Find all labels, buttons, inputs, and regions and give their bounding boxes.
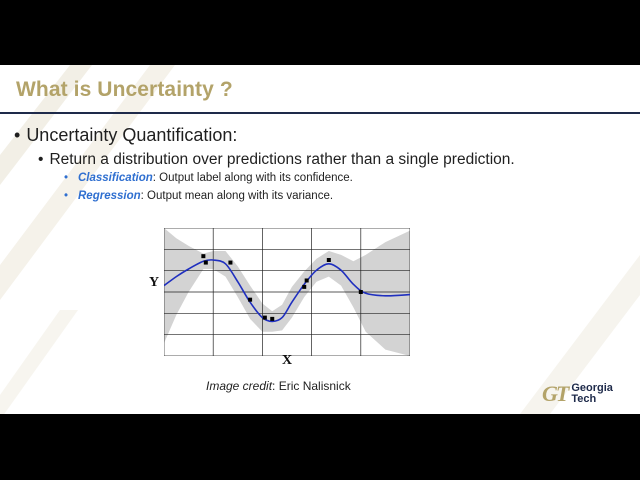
y-axis-label: Y: [149, 275, 160, 290]
observation-point: [358, 290, 363, 294]
image-credit-label: Image credit: [206, 379, 273, 393]
bullet-dot: •: [14, 125, 21, 145]
observation-point: [304, 278, 309, 283]
gt-logo-mark: GT: [542, 381, 569, 406]
bullet-level2: • Return a distribution over predictions …: [38, 151, 515, 169]
observation-point: [228, 260, 233, 265]
slide: What is Uncertainty ? • Uncertainty Quant…: [0, 65, 640, 414]
uncertainty-band: [164, 228, 410, 356]
observation-point: [270, 316, 275, 321]
observation-point: [326, 258, 331, 262]
logo-line1: Georgia: [571, 382, 613, 394]
keyword-regression: Regression: [78, 190, 141, 202]
x-axis-label: X: [282, 353, 293, 368]
keyword-classification: Classification: [78, 172, 153, 184]
slide-title: What is Uncertainty ?: [16, 78, 233, 101]
observation-point: [203, 260, 208, 265]
observation-point: [248, 297, 253, 302]
gp-regression-figure: [164, 228, 410, 356]
bullet-regression: • Regression: Output mean along with its …: [64, 190, 334, 202]
bullet-level1-text: Uncertainty Quantification:: [26, 125, 238, 145]
bullet-dot: •: [64, 172, 69, 184]
title-divider: [0, 112, 640, 114]
bullet-dot: •: [38, 151, 44, 168]
logo-line2: Tech: [571, 393, 597, 405]
background-decoration: [0, 65, 640, 414]
bullet-dot: •: [64, 190, 69, 202]
observation-point: [262, 315, 267, 320]
observation-point: [201, 254, 206, 259]
bullet-classification: • Classification: Output label along with…: [64, 172, 353, 184]
image-credit: Image credit: Eric Nalisnick: [206, 379, 351, 393]
image-credit-author: : Eric Nalisnick: [272, 379, 351, 393]
logo-wordmark: Georgia Tech: [571, 383, 613, 405]
georgia-tech-logo: GT Georgia Tech: [542, 381, 613, 407]
classification-text: : Output label along with its confidence…: [152, 172, 353, 184]
regression-text: : Output mean along with its variance.: [140, 190, 334, 202]
bullet-level2-text: Return a distribution over predictions r…: [49, 151, 515, 168]
observation-point: [302, 284, 307, 289]
bullet-level1: • Uncertainty Quantification:: [14, 125, 237, 146]
